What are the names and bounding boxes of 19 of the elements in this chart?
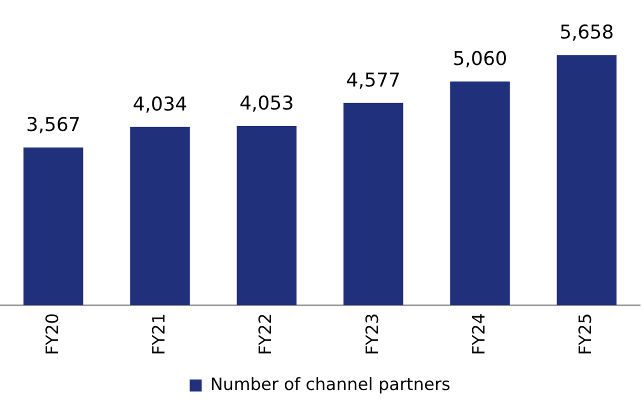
bar	[450, 82, 510, 306]
bar	[343, 102, 404, 306]
legend-label: Number of channel partners	[210, 374, 450, 395]
x-tick-label: FY24	[469, 313, 490, 355]
x-tick-label: FY20	[42, 313, 63, 355]
x-tick-label: FY21	[149, 313, 170, 355]
x-tick-label: FY22	[256, 313, 276, 355]
data-label: 4,053	[239, 92, 294, 114]
data-label: 4,034	[132, 93, 188, 116]
data-label: 4,577	[346, 69, 401, 92]
data-label: 5,060	[452, 48, 508, 70]
data-label: 5,658	[559, 22, 614, 44]
x-tick-label: FY25	[576, 313, 596, 355]
bar	[23, 148, 84, 306]
x-tick-label: FY23	[362, 313, 383, 355]
bar	[236, 126, 297, 306]
bar	[130, 126, 190, 306]
data-label: 3,567	[26, 114, 81, 136]
bar	[556, 55, 617, 306]
